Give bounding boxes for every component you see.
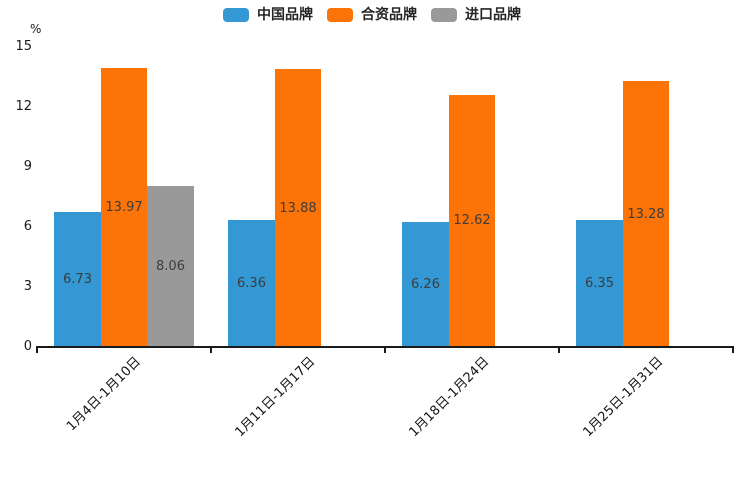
bar-value-label: 6.35: [585, 276, 614, 291]
bar-value-label: 6.73: [63, 272, 92, 288]
bar-joint-venture-brand-0[interactable]: 13.97: [100, 67, 148, 347]
legend-swatch-china-brand: [223, 8, 249, 22]
bar-china-brand-3[interactable]: 6.35: [576, 220, 623, 347]
x-axis-label-0: 1月4日-1月10日: [63, 354, 144, 435]
legend-swatch-joint-venture-brand: [327, 8, 353, 22]
legend-label-import-brand: 进口品牌: [465, 7, 521, 23]
y-tick-label-3: 3: [23, 279, 32, 294]
x-axis-label-3: 1月25日-1月31日: [580, 354, 666, 441]
bar-value-label: 13.28: [627, 206, 665, 222]
bar-china-brand-0[interactable]: 6.73: [54, 212, 101, 347]
bar-import-brand-0[interactable]: 8.06: [147, 185, 194, 347]
bar-china-brand-1[interactable]: 6.36: [228, 219, 275, 347]
legend-item-joint-venture-brand[interactable]: 合资品牌: [327, 8, 417, 22]
x-axis-tick: [210, 348, 212, 353]
x-axis-tick: [558, 348, 560, 353]
y-tick-label-15: 15: [15, 39, 32, 54]
bar-china-brand-2[interactable]: 6.26: [402, 221, 449, 347]
x-axis-tick: [36, 348, 38, 353]
x-axis-label-2: 1月18日-1月24日: [406, 354, 492, 441]
bar-value-label: 6.26: [411, 276, 440, 292]
y-tick-label-0: 0: [23, 339, 32, 354]
bar-value-label: 13.97: [105, 199, 143, 215]
x-axis-tick: [732, 348, 734, 353]
y-tick-label-9: 9: [23, 159, 32, 174]
legend-swatch-import-brand: [431, 8, 457, 22]
bar-value-label: 8.06: [156, 258, 185, 274]
x-axis-tick: [384, 348, 386, 353]
y-axis-unit-label: %: [30, 22, 42, 36]
y-tick-label-6: 6: [23, 219, 32, 234]
bar-value-label: 12.62: [453, 213, 491, 229]
bar-value-label: 6.36: [237, 275, 266, 291]
bar-joint-venture-brand-1[interactable]: 13.88: [274, 69, 322, 347]
legend-label-joint-venture-brand: 合资品牌: [361, 7, 417, 23]
x-axis-label-1: 1月11日-1月17日: [232, 354, 318, 441]
y-tick-label-12: 12: [15, 99, 32, 114]
bar-joint-venture-brand-2[interactable]: 12.62: [448, 94, 496, 347]
bar-joint-venture-brand-3[interactable]: 13.28: [622, 81, 670, 347]
legend-item-china-brand[interactable]: 中国品牌: [223, 8, 313, 22]
legend-item-import-brand[interactable]: 进口品牌: [431, 8, 521, 22]
legend: 中国品牌 合资品牌 进口品牌: [0, 8, 744, 22]
x-axis-line: [36, 346, 734, 348]
legend-label-china-brand: 中国品牌: [257, 7, 313, 23]
bar-value-label: 13.88: [279, 200, 317, 216]
